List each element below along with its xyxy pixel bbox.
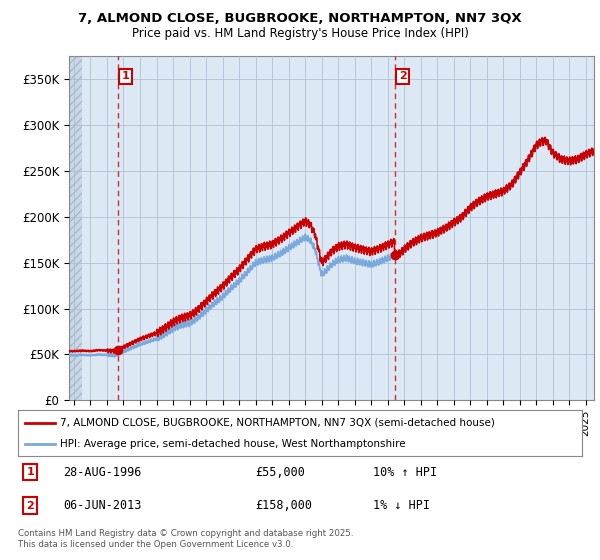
Text: Contains HM Land Registry data © Crown copyright and database right 2025.
This d: Contains HM Land Registry data © Crown c… bbox=[18, 529, 353, 549]
Text: 10% ↑ HPI: 10% ↑ HPI bbox=[373, 465, 437, 479]
Polygon shape bbox=[69, 56, 82, 400]
Text: 1: 1 bbox=[26, 467, 34, 477]
Text: 06-JUN-2013: 06-JUN-2013 bbox=[63, 499, 142, 512]
Text: Price paid vs. HM Land Registry's House Price Index (HPI): Price paid vs. HM Land Registry's House … bbox=[131, 27, 469, 40]
Text: 1% ↓ HPI: 1% ↓ HPI bbox=[373, 499, 430, 512]
Text: £158,000: £158,000 bbox=[255, 499, 312, 512]
Text: 1: 1 bbox=[122, 72, 130, 82]
Text: HPI: Average price, semi-detached house, West Northamptonshire: HPI: Average price, semi-detached house,… bbox=[60, 439, 406, 449]
Text: 2: 2 bbox=[26, 501, 34, 511]
Text: £55,000: £55,000 bbox=[255, 465, 305, 479]
Text: 7, ALMOND CLOSE, BUGBROOKE, NORTHAMPTON, NN7 3QX (semi-detached house): 7, ALMOND CLOSE, BUGBROOKE, NORTHAMPTON,… bbox=[60, 418, 495, 428]
Text: 28-AUG-1996: 28-AUG-1996 bbox=[63, 465, 142, 479]
Text: 7, ALMOND CLOSE, BUGBROOKE, NORTHAMPTON, NN7 3QX: 7, ALMOND CLOSE, BUGBROOKE, NORTHAMPTON,… bbox=[78, 12, 522, 25]
Text: 2: 2 bbox=[399, 72, 407, 82]
